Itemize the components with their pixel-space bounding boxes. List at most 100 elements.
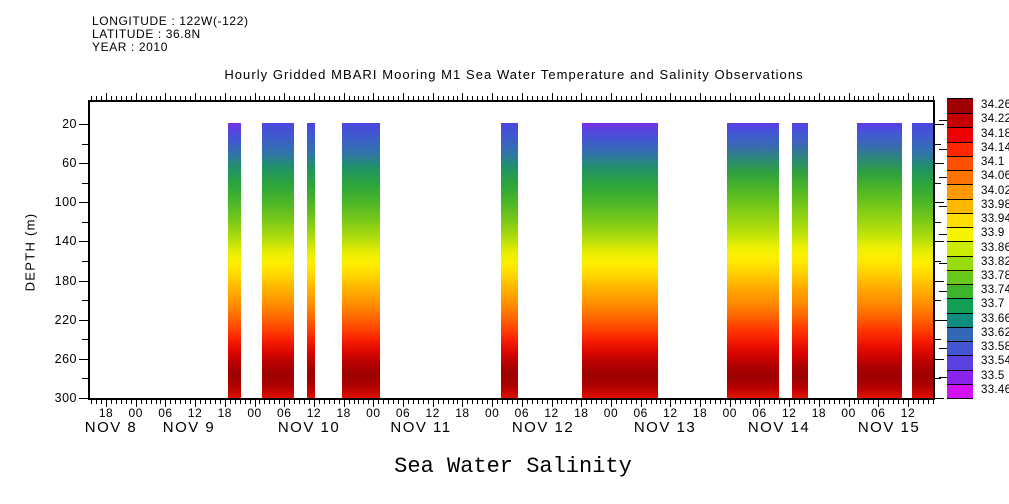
y-tick-label: 180 [54, 273, 77, 288]
x-tick-bottom [729, 400, 731, 407]
x-tick-bottom [927, 400, 929, 404]
x-tick-bottom [873, 400, 875, 404]
x-tick-bottom [784, 400, 786, 404]
x-tick-bottom [561, 400, 563, 404]
colorbar-separator [947, 227, 973, 229]
x-tick-bottom [388, 400, 390, 404]
x-tick-bottom [462, 400, 464, 407]
x-tick-top [526, 96, 528, 100]
colorbar-cell [947, 227, 973, 242]
x-tick-bottom [467, 400, 469, 404]
x-tick-top [125, 96, 127, 100]
x-tick-bottom [264, 400, 266, 404]
x-tick-top [289, 96, 291, 100]
x-tick-top [804, 96, 806, 100]
x-tick-top [784, 96, 786, 100]
x-tick-top [185, 96, 187, 100]
x-tick-top [922, 96, 924, 100]
x-tick-top [378, 96, 380, 100]
x-tick-bottom [714, 400, 716, 404]
x-tick-bottom [759, 400, 761, 407]
x-tick-top [502, 96, 504, 100]
y-tick-left [82, 378, 88, 380]
data-band [501, 123, 518, 399]
x-hour-label: 12 [306, 406, 322, 420]
y-tick-left [79, 319, 88, 321]
x-tick-top [650, 96, 652, 100]
x-tick-bottom [903, 400, 905, 404]
x-tick-bottom [492, 400, 494, 407]
y-tick-label: 60 [62, 156, 77, 171]
x-tick-bottom [91, 400, 93, 404]
x-hour-label: 06 [633, 406, 648, 420]
x-tick-bottom [744, 400, 746, 404]
x-tick-top [873, 96, 875, 100]
x-tick-top [457, 96, 459, 100]
x-date-label: NOV 15 [857, 419, 921, 436]
x-tick-bottom [556, 400, 558, 404]
x-tick-top [313, 93, 315, 100]
x-tick-bottom [160, 400, 162, 404]
x-tick-top [823, 96, 825, 100]
x-tick-top [789, 93, 791, 100]
x-tick-bottom [150, 400, 152, 404]
x-tick-bottom [284, 400, 286, 407]
x-hour-label: 18 [455, 406, 470, 420]
x-tick-top [467, 96, 469, 100]
x-tick-top [506, 96, 508, 100]
x-tick-top [427, 96, 429, 100]
x-hour-label: 00 [603, 406, 619, 420]
x-tick-bottom [922, 400, 924, 404]
data-band [582, 123, 658, 399]
colorbar-cell [947, 341, 973, 356]
x-date-label: NOV 9 [162, 419, 216, 436]
colorbar-separator [947, 212, 973, 214]
y-tick-right [935, 300, 941, 302]
chart-title: Hourly Gridded MBARI Mooring M1 Sea Wate… [224, 67, 804, 82]
x-tick-top [635, 96, 637, 100]
x-tick-bottom [353, 400, 355, 404]
x-tick-bottom [338, 400, 340, 404]
colorbar-value-label: 33.58 [981, 341, 1009, 354]
colorbar-value-label: 34.06 [981, 170, 1009, 183]
x-tick-bottom [739, 400, 741, 404]
x-tick-top [472, 96, 474, 100]
x-tick-top [492, 93, 494, 100]
x-tick-top [898, 96, 900, 100]
x-date-label: NOV 14 [747, 419, 811, 436]
y-tick-left [82, 182, 88, 184]
x-tick-bottom [536, 400, 538, 404]
x-tick-top [407, 96, 409, 100]
x-tick-top [403, 93, 405, 100]
x-tick-top [581, 93, 583, 100]
y-tick-left [79, 280, 88, 282]
x-tick-top [695, 96, 697, 100]
x-tick-bottom [586, 400, 588, 404]
x-tick-bottom [804, 400, 806, 404]
x-tick-bottom [571, 400, 573, 404]
x-tick-top [195, 93, 197, 100]
x-tick-top [487, 96, 489, 100]
x-tick-top [566, 96, 568, 100]
x-tick-top [749, 96, 751, 100]
data-band [792, 123, 808, 399]
y-tick-right [935, 319, 944, 321]
x-tick-bottom [358, 400, 360, 404]
x-tick-bottom [205, 400, 206, 404]
header-year: YEAR : 2010 [92, 40, 168, 54]
x-tick-top [373, 93, 375, 100]
x-tick-top [690, 96, 692, 100]
x-tick-bottom [313, 400, 315, 407]
x-date-label: NOV 11 [390, 419, 452, 436]
y-tick-left [82, 143, 88, 145]
x-tick-top [685, 96, 687, 100]
y-tick-left [82, 339, 88, 341]
data-band [857, 123, 902, 399]
x-tick-bottom [596, 400, 598, 404]
colorbar-value-label: 33.78 [981, 269, 1009, 282]
colorbar-tick [939, 262, 947, 264]
y-tick-right [935, 280, 944, 282]
x-tick-bottom [224, 400, 226, 407]
x-hour-label: 00 [366, 406, 381, 420]
x-tick-top [878, 93, 880, 100]
